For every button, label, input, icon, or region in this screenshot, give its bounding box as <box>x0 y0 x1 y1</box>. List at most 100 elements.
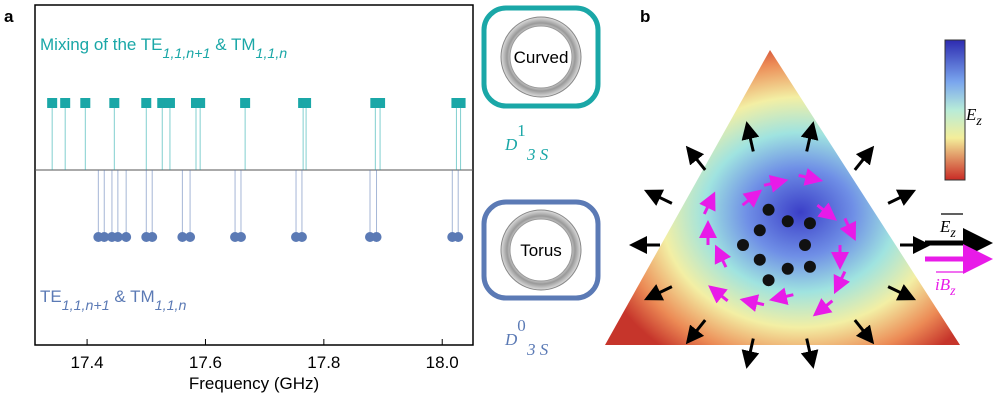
field-arrow <box>833 270 850 295</box>
field-arrow <box>853 319 875 345</box>
field-dot <box>781 262 794 275</box>
series-label: Mixing of the TE1,1,n+1 & TM1,1,n <box>40 35 287 62</box>
x-tick-label: 17.6 <box>189 353 222 372</box>
plot-frame <box>34 4 474 346</box>
marker <box>141 98 152 108</box>
subscript: 1,1,n <box>155 298 187 314</box>
plot-area: 17.4 17.6 17.8 18.0 Mixing of the TE1,1,n+1 … <box>40 35 466 372</box>
marker <box>185 232 196 242</box>
inset-label: Curved <box>514 48 569 67</box>
inset-box <box>481 5 601 109</box>
symmetry-symbol: D13 S <box>504 121 549 164</box>
field-arrow <box>741 189 763 208</box>
field-label: Ez <box>965 105 982 129</box>
field-arrow <box>643 189 673 206</box>
field-arrow <box>714 244 732 268</box>
marker <box>235 232 246 242</box>
colorbar <box>944 39 966 181</box>
marker <box>121 232 132 242</box>
field-dot <box>803 260 816 273</box>
symbol-base: D <box>504 135 518 154</box>
marker <box>371 232 382 242</box>
field-arrow <box>887 284 917 301</box>
inset-box <box>481 199 601 301</box>
field-arrow <box>763 175 789 193</box>
field-arrow <box>741 338 760 369</box>
field-label: Ez <box>939 217 956 241</box>
subscript: 1,1,n+1 <box>163 46 211 62</box>
symbol-sub: 3 S <box>526 340 549 359</box>
field-arrow <box>839 217 857 241</box>
label-sub: z <box>949 226 956 241</box>
marker <box>240 98 251 108</box>
field-arrow <box>853 145 875 171</box>
field-dot <box>762 274 775 287</box>
marker <box>147 232 158 242</box>
field-arrow <box>739 294 765 312</box>
marker <box>375 98 386 108</box>
field-label: iBz <box>935 275 956 299</box>
field-arrow <box>741 121 760 152</box>
x-axis-label: Frequency (GHz) <box>189 374 319 393</box>
marker <box>301 98 312 108</box>
marker <box>99 232 110 242</box>
field-dot <box>762 203 775 216</box>
field-arrow <box>887 189 917 206</box>
field-arrow <box>812 298 834 317</box>
panel-label: a <box>4 7 14 26</box>
marker <box>177 232 188 242</box>
symbol-sup: 0 <box>517 316 526 335</box>
marker <box>47 98 58 108</box>
symbol-sup: 1 <box>517 121 526 140</box>
marker <box>157 98 168 108</box>
marker <box>453 232 464 242</box>
symbol-sub: 3 S <box>526 145 549 164</box>
ring-hole <box>509 218 573 282</box>
field-arrow <box>798 168 824 186</box>
field-arrow <box>699 191 716 215</box>
field-arrow <box>768 287 794 306</box>
field-arrow <box>685 319 707 345</box>
symmetry-symbol: D03 S <box>504 316 549 359</box>
marker <box>109 98 120 108</box>
field-dot <box>753 253 766 266</box>
text-part: TE <box>40 287 62 306</box>
text-part: & TM <box>110 287 155 306</box>
text-part: & TM <box>210 35 255 54</box>
subscript: 1,1,n+1 <box>62 298 110 314</box>
field-arrow <box>643 284 673 301</box>
label-sub: z <box>949 284 956 299</box>
text-part: Mixing of the TE <box>40 35 163 54</box>
field-arrow <box>708 285 729 304</box>
ring-hole <box>509 25 573 89</box>
marker <box>195 98 206 108</box>
field-arrow <box>800 338 819 369</box>
field-dot <box>737 239 749 251</box>
series-label: TE1,1,n+1 & TM1,1,n <box>40 287 186 314</box>
field-arrow <box>800 121 819 152</box>
inset-label: Torus <box>520 241 562 260</box>
field-dot <box>753 224 766 237</box>
symbol-base: D <box>504 330 518 349</box>
field-dot <box>803 217 816 230</box>
label-base: iB <box>935 275 951 294</box>
triangle-field <box>605 50 960 345</box>
label-base: E <box>965 105 977 124</box>
x-tick-label: 17.4 <box>71 353 104 372</box>
field-dot <box>799 239 811 251</box>
marker <box>112 232 123 242</box>
label-base: E <box>939 217 951 236</box>
marker <box>80 98 91 108</box>
subscript: 1,1,n <box>256 46 288 62</box>
marker <box>296 232 307 242</box>
x-tick-label: 18.0 <box>426 353 459 372</box>
field-arrow <box>816 202 837 221</box>
field-arrow <box>685 145 707 171</box>
label-sub: z <box>975 114 982 129</box>
panel-label: b <box>640 7 650 26</box>
marker <box>455 98 466 108</box>
x-tick-label: 17.8 <box>307 353 340 372</box>
